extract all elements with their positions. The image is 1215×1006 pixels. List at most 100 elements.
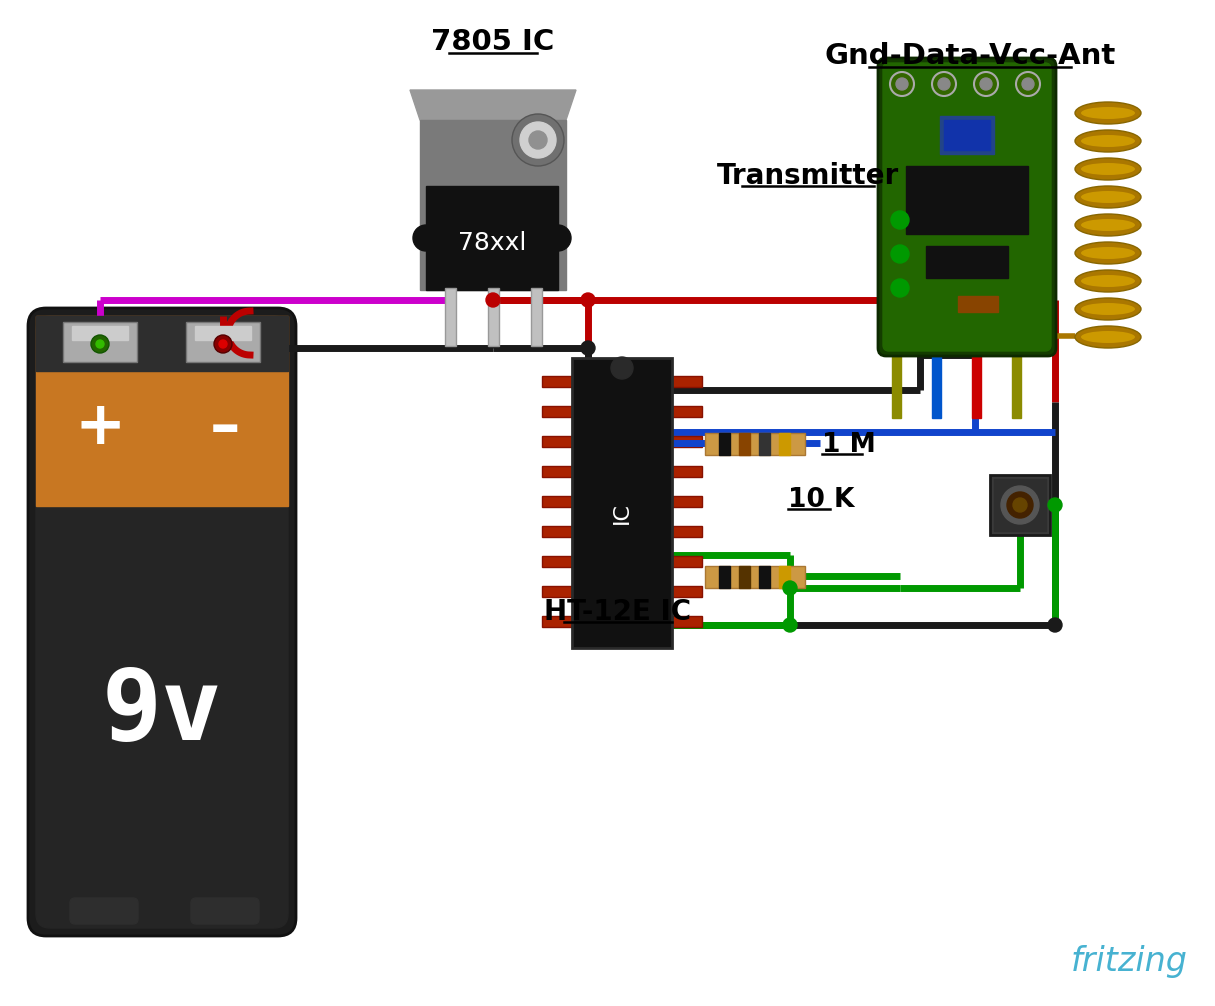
Bar — [944, 120, 990, 150]
Text: 9v: 9v — [102, 664, 222, 761]
Bar — [957, 296, 998, 312]
Circle shape — [581, 293, 595, 307]
Text: Gnd-Data-Vcc-Ant: Gnd-Data-Vcc-Ant — [824, 42, 1115, 70]
Circle shape — [782, 618, 797, 632]
Bar — [719, 566, 730, 588]
Circle shape — [891, 211, 909, 229]
Bar — [906, 166, 1028, 234]
Bar — [672, 616, 702, 627]
Circle shape — [1013, 498, 1027, 512]
Circle shape — [1049, 618, 1062, 632]
Circle shape — [520, 122, 556, 158]
Circle shape — [96, 340, 104, 348]
Circle shape — [974, 72, 998, 96]
Circle shape — [91, 335, 109, 353]
Bar — [672, 526, 702, 537]
Circle shape — [1016, 72, 1040, 96]
Bar — [672, 466, 702, 477]
Text: –: – — [210, 398, 241, 458]
Circle shape — [611, 357, 633, 379]
Bar — [542, 586, 572, 597]
Circle shape — [1001, 486, 1039, 524]
Text: +: + — [74, 398, 125, 458]
Circle shape — [1007, 492, 1033, 518]
Ellipse shape — [1081, 107, 1135, 119]
Bar — [63, 322, 137, 362]
Polygon shape — [409, 90, 576, 120]
Bar — [672, 496, 702, 507]
Ellipse shape — [1081, 135, 1135, 147]
Text: 1 M: 1 M — [823, 432, 876, 458]
Ellipse shape — [1075, 270, 1141, 292]
Bar — [72, 326, 128, 340]
FancyBboxPatch shape — [878, 58, 1056, 356]
Circle shape — [214, 335, 232, 353]
Circle shape — [891, 72, 914, 96]
Bar — [194, 326, 252, 340]
Bar — [719, 433, 730, 455]
Bar — [705, 433, 806, 455]
Circle shape — [932, 72, 956, 96]
Circle shape — [546, 225, 571, 252]
Bar — [488, 288, 499, 346]
Circle shape — [891, 279, 909, 297]
Circle shape — [512, 114, 564, 166]
Bar — [779, 433, 790, 455]
Ellipse shape — [1075, 298, 1141, 320]
Text: Transmitter: Transmitter — [717, 162, 899, 190]
FancyBboxPatch shape — [28, 308, 296, 936]
Ellipse shape — [1081, 163, 1135, 175]
Ellipse shape — [1081, 303, 1135, 315]
Bar — [531, 288, 542, 346]
Circle shape — [413, 225, 439, 252]
Bar — [542, 526, 572, 537]
Ellipse shape — [1081, 219, 1135, 231]
Circle shape — [981, 78, 991, 90]
Circle shape — [486, 293, 501, 307]
Bar — [926, 246, 1008, 278]
FancyBboxPatch shape — [36, 316, 288, 928]
Bar — [672, 556, 702, 567]
Bar — [542, 376, 572, 387]
Bar — [672, 436, 702, 447]
Circle shape — [1022, 78, 1034, 90]
Text: HT-12E IC: HT-12E IC — [544, 598, 691, 626]
Text: 10 K: 10 K — [789, 487, 854, 513]
Ellipse shape — [1081, 275, 1135, 287]
Bar — [779, 566, 790, 588]
Bar — [572, 358, 672, 648]
Bar — [932, 356, 940, 418]
Bar — [542, 406, 572, 417]
Circle shape — [219, 340, 227, 348]
Bar — [672, 586, 702, 597]
Bar — [672, 376, 702, 387]
Circle shape — [782, 581, 797, 595]
Ellipse shape — [1081, 247, 1135, 259]
Bar — [542, 496, 572, 507]
Circle shape — [581, 341, 595, 355]
Bar — [542, 616, 572, 627]
Circle shape — [895, 78, 908, 90]
FancyBboxPatch shape — [883, 63, 1051, 351]
Text: fritzing: fritzing — [1072, 945, 1188, 978]
FancyBboxPatch shape — [70, 898, 139, 924]
Bar — [972, 356, 981, 418]
Bar — [1012, 356, 1021, 418]
Bar — [542, 436, 572, 447]
Circle shape — [938, 78, 950, 90]
Bar — [542, 556, 572, 567]
Text: 7805 IC: 7805 IC — [431, 28, 554, 56]
Circle shape — [1049, 498, 1062, 512]
Text: 78xxl: 78xxl — [458, 231, 526, 255]
Circle shape — [891, 245, 909, 263]
Bar — [759, 566, 770, 588]
Bar — [739, 566, 750, 588]
Bar — [420, 120, 566, 290]
Ellipse shape — [1075, 242, 1141, 264]
Bar — [892, 356, 902, 418]
Ellipse shape — [1075, 158, 1141, 180]
Ellipse shape — [1075, 214, 1141, 236]
Bar — [542, 466, 572, 477]
Ellipse shape — [1075, 326, 1141, 348]
Ellipse shape — [1075, 186, 1141, 208]
